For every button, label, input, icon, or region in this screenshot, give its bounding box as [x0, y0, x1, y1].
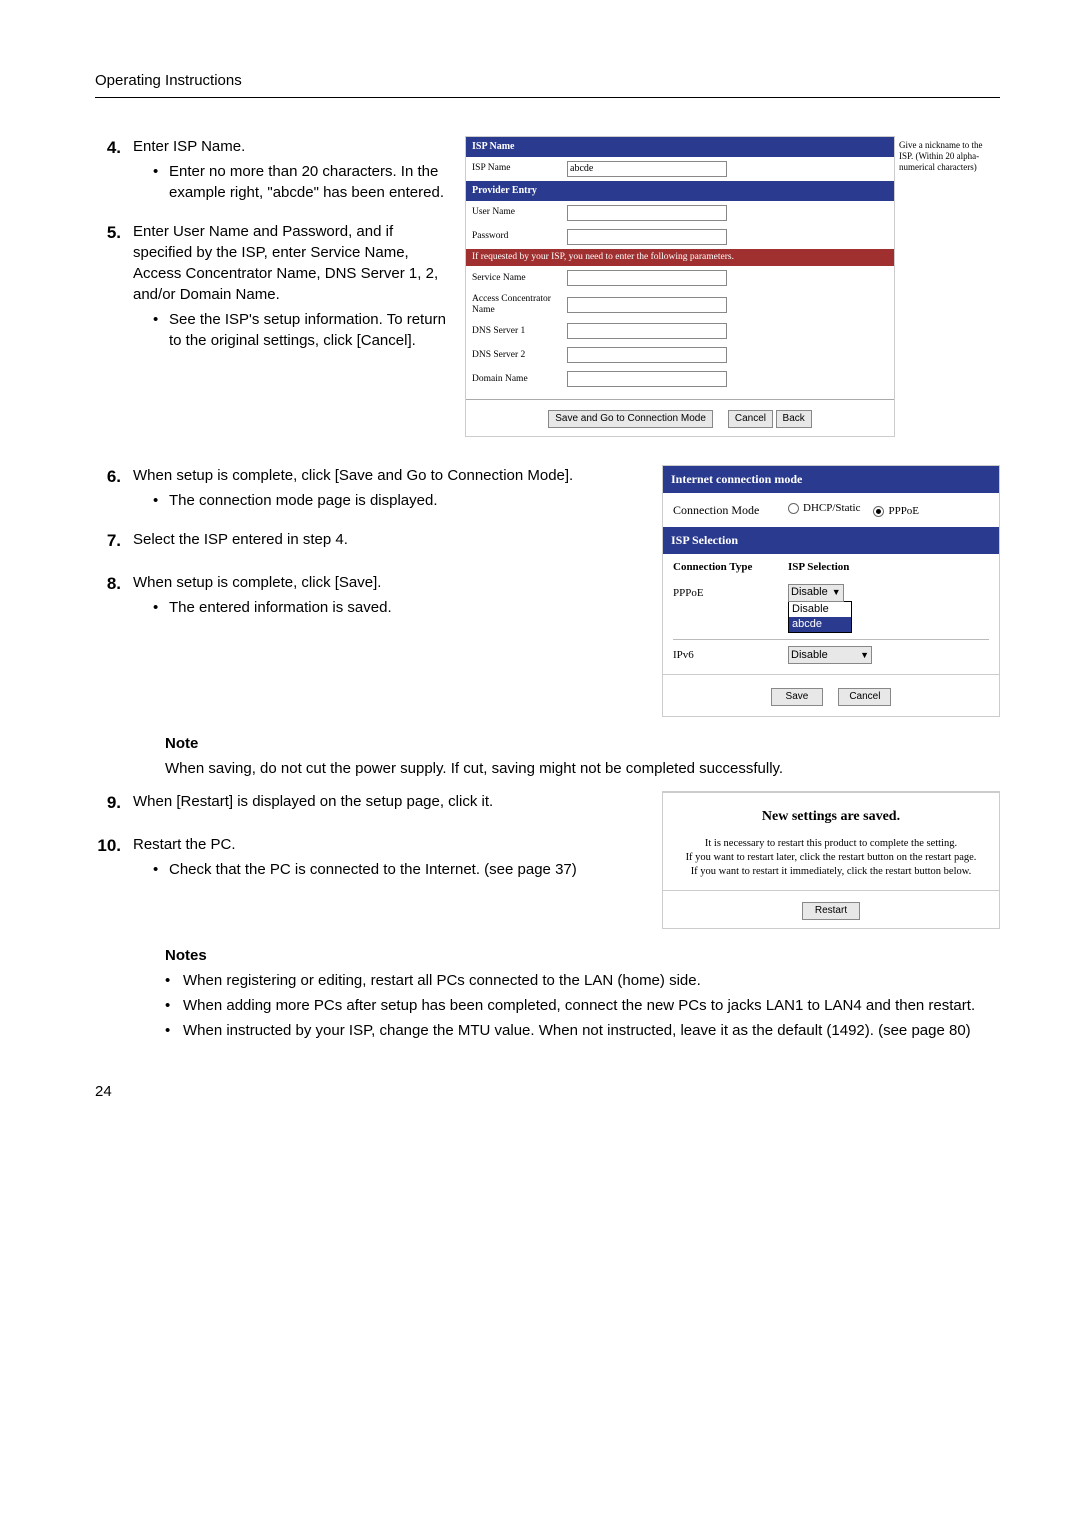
cancel-button[interactable]: Cancel — [838, 688, 891, 706]
step-number: 4. — [95, 136, 133, 203]
restart-msg-3: If you want to restart it immediately, c… — [673, 865, 989, 879]
notes-heading: Notes — [165, 945, 1000, 966]
isp-form-panel: ISP Name ISP Name abcde Provider Entry U… — [465, 136, 895, 437]
pppoe-select[interactable]: Disable▼ — [788, 584, 844, 602]
isp-name-sidenote: Give a nickname to the ISP. (Within 20 a… — [895, 136, 1000, 437]
step-number: 5. — [95, 221, 133, 351]
connection-mode-label: Connection Mode — [673, 502, 788, 519]
ipv6-row-label: IPv6 — [673, 648, 788, 663]
restart-button[interactable]: Restart — [802, 902, 860, 920]
dns2-label: DNS Server 2 — [472, 349, 567, 362]
step-number: 7. — [95, 529, 133, 554]
step-number: 8. — [95, 572, 133, 618]
step-6: 6. When setup is complete, click [Save a… — [95, 465, 644, 511]
connection-mode-panel: Internet connection mode Connection Mode… — [662, 465, 1000, 717]
user-name-input[interactable] — [567, 205, 727, 221]
pppoe-radio[interactable]: PPPoE — [873, 504, 919, 519]
step-bullet: • The entered information is saved. — [153, 597, 644, 618]
ac-name-input[interactable] — [567, 297, 727, 313]
dropdown-arrow-icon: ▼ — [860, 649, 869, 662]
dns1-input[interactable] — [567, 323, 727, 339]
settings-saved-title: New settings are saved. — [663, 793, 999, 837]
dropdown-option-abcde[interactable]: abcde — [789, 617, 851, 632]
divider — [673, 639, 989, 640]
step-number: 10. — [95, 834, 133, 880]
optional-params-bar: If requested by your ISP, you need to en… — [466, 249, 894, 266]
password-label: Password — [472, 230, 567, 243]
isp-name-input[interactable]: abcde — [567, 161, 727, 177]
save-button[interactable]: Save — [771, 688, 824, 706]
step-bullet: • Enter no more than 20 characters. In t… — [153, 161, 447, 203]
section-header: Operating Instructions — [95, 70, 1000, 91]
step-text: Select the ISP entered in step 4. — [133, 529, 644, 550]
connection-type-header: Connection Type — [673, 560, 788, 583]
step-bullet: • The connection mode page is displayed. — [153, 490, 644, 511]
dropdown-arrow-icon: ▼ — [832, 586, 841, 599]
cancel-button[interactable]: Cancel — [728, 410, 773, 428]
step-7: 7. Select the ISP entered in step 4. — [95, 529, 644, 554]
page-number: 24 — [95, 1081, 1000, 1102]
service-name-label: Service Name — [472, 272, 567, 285]
step-5: 5. Enter User Name and Password, and if … — [95, 221, 447, 351]
step-4: 4. Enter ISP Name. • Enter no more than … — [95, 136, 447, 203]
dns2-input[interactable] — [567, 347, 727, 363]
domain-name-label: Domain Name — [472, 373, 567, 386]
step-text: Restart the PC. — [133, 834, 644, 855]
step-9: 9. When [Restart] is displayed on the se… — [95, 791, 644, 816]
step-number: 6. — [95, 465, 133, 511]
back-button[interactable]: Back — [776, 410, 812, 428]
notes-item: •When instructed by your ISP, change the… — [165, 1020, 1000, 1041]
domain-name-input[interactable] — [567, 371, 727, 387]
dropdown-option-disable[interactable]: Disable — [789, 602, 851, 617]
restart-msg-1: It is necessary to restart this product … — [673, 837, 989, 851]
step-number: 9. — [95, 791, 133, 816]
notes-item: •When registering or editing, restart al… — [165, 970, 1000, 991]
service-name-input[interactable] — [567, 270, 727, 286]
pppoe-row-label: PPPoE — [673, 584, 788, 601]
step-text: Enter User Name and Password, and if spe… — [133, 221, 447, 305]
step-text: When setup is complete, click [Save and … — [133, 465, 644, 486]
dns1-label: DNS Server 1 — [472, 325, 567, 338]
isp-selection-bar: ISP Selection — [663, 527, 999, 554]
save-go-connection-button[interactable]: Save and Go to Connection Mode — [548, 410, 713, 428]
restart-msg-2: If you want to restart later, click the … — [673, 851, 989, 865]
isp-name-bar: ISP Name — [466, 137, 894, 157]
step-text: When [Restart] is displayed on the setup… — [133, 791, 644, 812]
note-heading: Note — [165, 733, 1000, 754]
restart-panel: New settings are saved. It is necessary … — [662, 791, 1000, 928]
step-8: 8. When setup is complete, click [Save].… — [95, 572, 644, 618]
isp-selection-header: ISP Selection — [788, 560, 849, 583]
ipv6-select[interactable]: Disable▼ — [788, 646, 872, 664]
ac-name-label: Access Concentrator Name — [472, 294, 567, 315]
step-text: When setup is complete, click [Save]. — [133, 572, 644, 593]
provider-entry-bar: Provider Entry — [466, 181, 894, 201]
step-bullet: • Check that the PC is connected to the … — [153, 859, 644, 880]
note-text: When saving, do not cut the power supply… — [165, 758, 1000, 779]
dhcp-static-radio[interactable]: DHCP/Static — [788, 501, 860, 516]
user-name-label: User Name — [472, 206, 567, 219]
step-bullet: • See the ISP's setup information. To re… — [153, 309, 447, 351]
step-text: Enter ISP Name. — [133, 136, 447, 157]
password-input[interactable] — [567, 229, 727, 245]
pppoe-dropdown: Disable abcde — [788, 601, 852, 634]
isp-name-label: ISP Name — [472, 162, 567, 175]
header-rule — [95, 97, 1000, 98]
step-10: 10. Restart the PC. • Check that the PC … — [95, 834, 644, 880]
connection-mode-bar: Internet connection mode — [663, 466, 999, 493]
notes-item: •When adding more PCs after setup has be… — [165, 995, 1000, 1016]
